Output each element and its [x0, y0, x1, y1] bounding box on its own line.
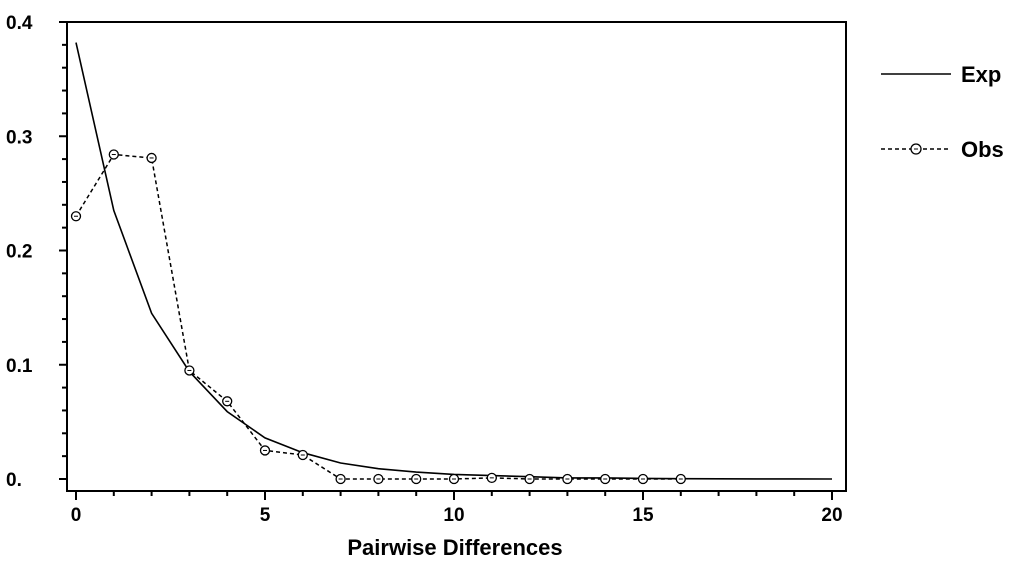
series-line-obs: [75, 153, 681, 480]
legend-item-obs: Obs: [881, 137, 1004, 162]
obs-point: [448, 473, 460, 485]
series-line-exp: [75, 42, 833, 480]
obs-point: [70, 211, 82, 222]
x-tick-label: 0: [71, 505, 82, 526]
y-tick-label: 0.: [6, 470, 22, 491]
obs-point: [373, 473, 384, 485]
x-axis-title: Pairwise Differences: [347, 535, 562, 560]
obs-point: [335, 473, 346, 485]
y-tick-label: 0.2: [6, 242, 32, 263]
obs-point: [297, 449, 308, 461]
legend-label: Obs: [961, 137, 1004, 162]
obs-point: [222, 396, 233, 407]
x-axis: 0 5 10 15 20: [71, 491, 843, 526]
obs-point: [411, 473, 422, 485]
obs-point: [562, 473, 573, 485]
y-tick-label: 0.1: [6, 356, 33, 377]
legend-label: Exp: [961, 62, 1001, 87]
x-tick-label: 10: [443, 505, 464, 526]
obs-point: [259, 445, 271, 456]
x-tick-label: 5: [260, 505, 271, 526]
y-tick-label: 0.4: [6, 13, 33, 34]
obs-point: [486, 472, 497, 484]
legend-item-exp: Exp: [881, 62, 1001, 87]
obs-point: [675, 473, 686, 485]
obs-point: [524, 473, 535, 485]
x-tick-label: 20: [821, 505, 842, 526]
y-tick-label: 0.3: [6, 127, 32, 148]
y-axis: 0. 0.1 0.2 0.3 0.4: [6, 13, 67, 491]
obs-point: [146, 152, 157, 164]
obs-point: [184, 365, 195, 376]
obs-point: [637, 473, 649, 485]
obs-point: [108, 149, 119, 160]
obs-point: [600, 473, 611, 485]
legend: Exp Obs: [881, 62, 1004, 162]
x-tick-label: 15: [632, 505, 654, 526]
plot-frame: [66, 21, 847, 492]
series-layer: [70, 42, 833, 485]
